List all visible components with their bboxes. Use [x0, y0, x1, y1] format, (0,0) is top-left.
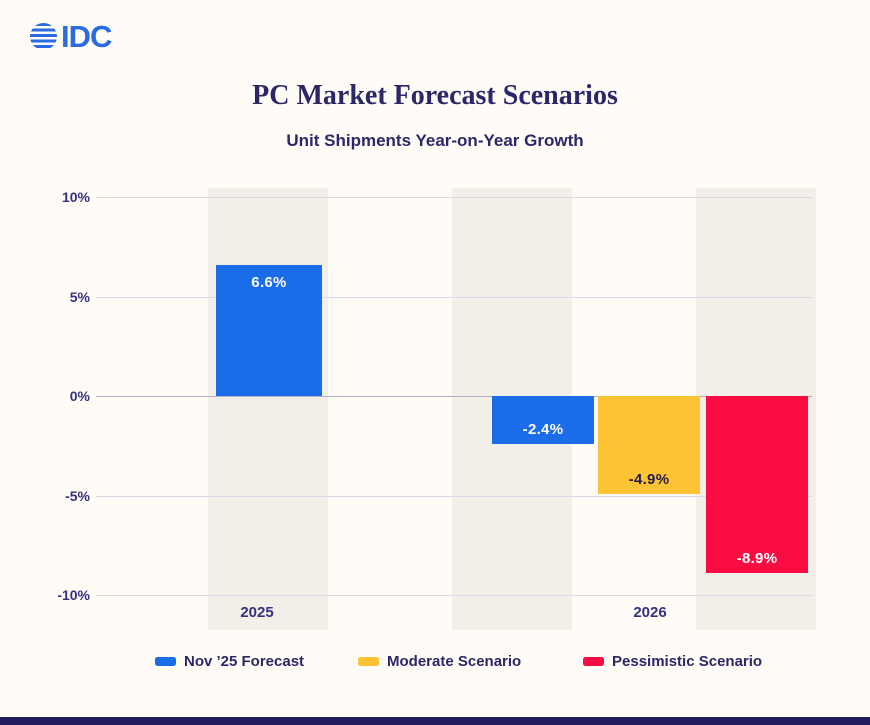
gridline-10 [96, 197, 812, 198]
legend-item-pessimistic-scenario: Pessimistic Scenario [583, 653, 762, 670]
legend-item-moderate-scenario: Moderate Scenario [358, 653, 521, 670]
y-tick-label-10: 10% [61, 189, 90, 205]
legend-label: Moderate Scenario [387, 653, 522, 670]
bar-value-label: -4.9% [628, 470, 670, 488]
page-title: PC Market Forecast Scenarios [252, 80, 618, 111]
bar-2026-pessimistic-scenario: -8.9% [706, 396, 808, 574]
zero-gridline [96, 396, 812, 397]
page-subtitle: Unit Shipments Year-on-Year Growth [286, 131, 584, 150]
legend-item-nov-25-forecast: Nov ’25 Forecast [155, 653, 304, 670]
idc-logo: IDC [30, 19, 112, 54]
bar-value-label: -8.9% [736, 550, 778, 568]
legend-swatch-pessimistic-scenario [583, 657, 604, 666]
legend-swatch-nov-25-forecast [155, 657, 176, 666]
y-tick-label-5: -5% [65, 487, 90, 504]
bar-2025-nov-25-forecast: 6.6% [216, 264, 322, 396]
x-axis-label-2025: 2025 [240, 604, 274, 621]
idc-logo-text: IDC [61, 19, 112, 54]
legend-swatch-moderate-scenario [358, 657, 379, 666]
background-band-1 [208, 188, 328, 630]
y-tick-label-0: 0% [69, 388, 90, 404]
bar-value-label: 6.6% [251, 273, 287, 291]
y-tick-label-10: -10% [57, 587, 90, 603]
legend-label: Nov ’25 Forecast [184, 653, 305, 670]
idc-globe-icon [30, 23, 57, 50]
gridline-5 [96, 296, 812, 298]
bar-2026-moderate-scenario: -4.9% [598, 396, 700, 494]
gridline-10 [96, 595, 812, 596]
bar-2026-nov-25-forecast: -2.4% [492, 396, 594, 444]
gridline-5 [96, 495, 812, 497]
bottom-accent-bar [0, 717, 870, 725]
y-tick-label-5: 5% [69, 288, 90, 305]
x-axis-label-2026: 2026 [633, 604, 667, 621]
legend-label: Pessimistic Scenario [612, 653, 763, 670]
bar-value-label: -2.4% [522, 420, 564, 438]
